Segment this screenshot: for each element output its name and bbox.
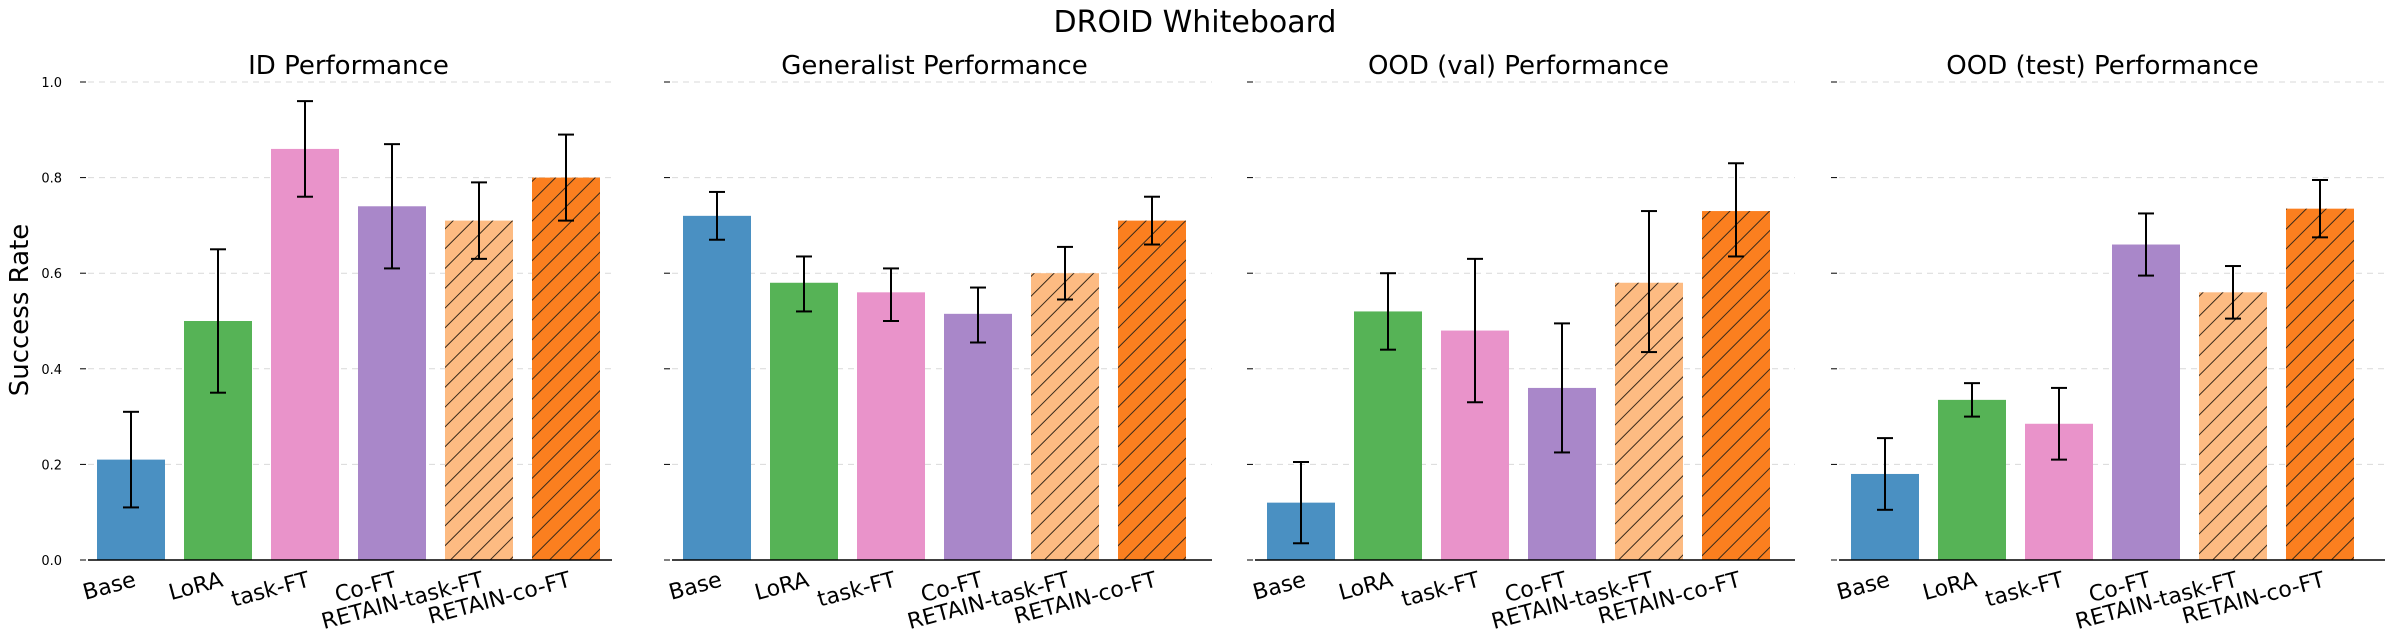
y-tick-label: 0.4 [41, 363, 62, 378]
x-tick-label: LoRA [1920, 568, 1979, 606]
x-tick-label: Base [80, 568, 138, 606]
x-tick-label: task-FT [1399, 568, 1483, 613]
bar-hatch [1118, 220, 1186, 560]
x-tick-label: LoRA [166, 568, 225, 606]
bar-hatch [1702, 211, 1770, 560]
y-tick-label: 0.6 [41, 267, 62, 282]
panel-title: ID Performance [248, 51, 449, 81]
bar-lora [1354, 311, 1422, 560]
x-tick-label: task-FT [815, 568, 899, 613]
bar-co-ft [2112, 244, 2180, 560]
bar-co-ft [944, 313, 1012, 560]
bar-lora [1938, 399, 2006, 560]
panel-title: OOD (val) Performance [1368, 51, 1669, 81]
chart-panel-1: 0.0 0.2 0.4 0.6 0.8 1.0 ID Performance Base LoRA… [41, 51, 612, 635]
y-tick-label: 0.8 [41, 172, 62, 187]
bar-hatch [2286, 208, 2354, 561]
x-tick-label: task-FT [229, 568, 313, 613]
bar-hatch [2199, 292, 2267, 560]
x-tick-label: LoRA [1336, 568, 1395, 606]
y-tick-label: 0.0 [41, 554, 62, 569]
x-tick-label: LoRA [752, 568, 811, 606]
bar-task-ft [857, 292, 925, 560]
y-tick-label: 0.2 [41, 458, 62, 473]
bar-hatch [445, 220, 513, 560]
x-tick-label: Base [1834, 568, 1892, 606]
panel-title: OOD (test) Performance [1946, 51, 2258, 81]
y-axis-label: Success Rate [5, 224, 35, 397]
bar-hatch [532, 177, 600, 560]
figure-title: DROID Whiteboard [1054, 5, 1337, 40]
x-tick-label: task-FT [1983, 568, 2067, 613]
bar-hatch [1031, 273, 1099, 560]
panel-title: Generalist Performance [781, 51, 1087, 81]
x-tick-label: Base [666, 568, 724, 606]
bar-task-ft [271, 148, 339, 561]
x-tick-label: Base [1250, 568, 1308, 606]
y-tick-label: 1.0 [41, 76, 62, 91]
bar-base [683, 215, 751, 560]
chart-panels: 0.0 0.2 0.4 0.6 0.8 1.0 ID Performance Base LoRA… [41, 51, 2385, 635]
bar-lora [770, 282, 838, 560]
